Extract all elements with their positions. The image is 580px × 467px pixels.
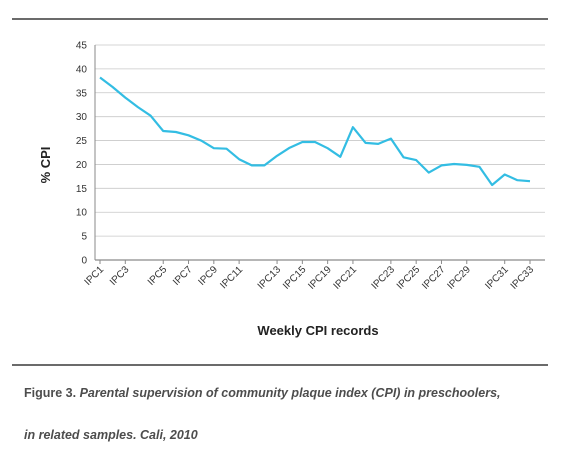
x-tick-label: IPC15 <box>281 264 309 292</box>
y-tick-label: 20 <box>76 160 88 171</box>
x-tick-label: IPC1 <box>83 264 107 288</box>
top-rule <box>12 18 548 20</box>
x-tick-label: IPC29 <box>445 264 473 292</box>
y-tick-label: 30 <box>76 112 88 123</box>
caption-line-1: Parental supervision of community plaque… <box>79 386 501 400</box>
x-tick-label: IPC31 <box>483 264 511 292</box>
y-tick-label: 15 <box>76 184 88 195</box>
figure-caption: Figure 3. Parental supervision of commun… <box>24 386 554 400</box>
y-tick-label: 5 <box>81 232 87 243</box>
x-tick-label: IPC3 <box>108 264 132 288</box>
y-tick-label: 40 <box>76 64 88 75</box>
x-tick-label: IPC13 <box>256 264 284 292</box>
y-axis-title: % CPI <box>38 147 53 184</box>
chart-gridlines <box>94 44 545 261</box>
y-tick-label: 35 <box>76 88 88 99</box>
figure-number: Figure 3. <box>24 386 77 400</box>
x-tick-label: IPC9 <box>196 264 220 288</box>
x-tick-label: IPC21 <box>332 264 360 292</box>
x-tick-label: IPC33 <box>509 264 537 292</box>
x-tick-label: IPC5 <box>146 264 170 288</box>
x-tick-label: IPC27 <box>420 264 448 292</box>
x-tick-label: IPC25 <box>395 264 423 292</box>
y-tick-label: 25 <box>76 136 88 147</box>
series-line <box>99 76 531 187</box>
y-tick-label: 45 <box>76 41 88 52</box>
y-axis-ticks: 0 5 10 15 20 25 30 35 40 45 <box>76 41 88 267</box>
y-tick-label: 10 <box>76 208 88 219</box>
figure-caption-line-2: in related samples. Cali, 2010 <box>24 428 554 442</box>
x-tick-label: IPC7 <box>171 264 195 288</box>
x-tick-label: IPC23 <box>370 264 398 292</box>
x-axis-title: Weekly CPI records <box>257 323 378 338</box>
caption-line-2: in related samples. Cali, 2010 <box>24 428 198 442</box>
y-tick-label: 0 <box>81 256 87 267</box>
x-tick-label: IPC19 <box>306 264 334 292</box>
bottom-rule <box>12 364 548 366</box>
x-tick-label: IPC11 <box>218 264 245 291</box>
